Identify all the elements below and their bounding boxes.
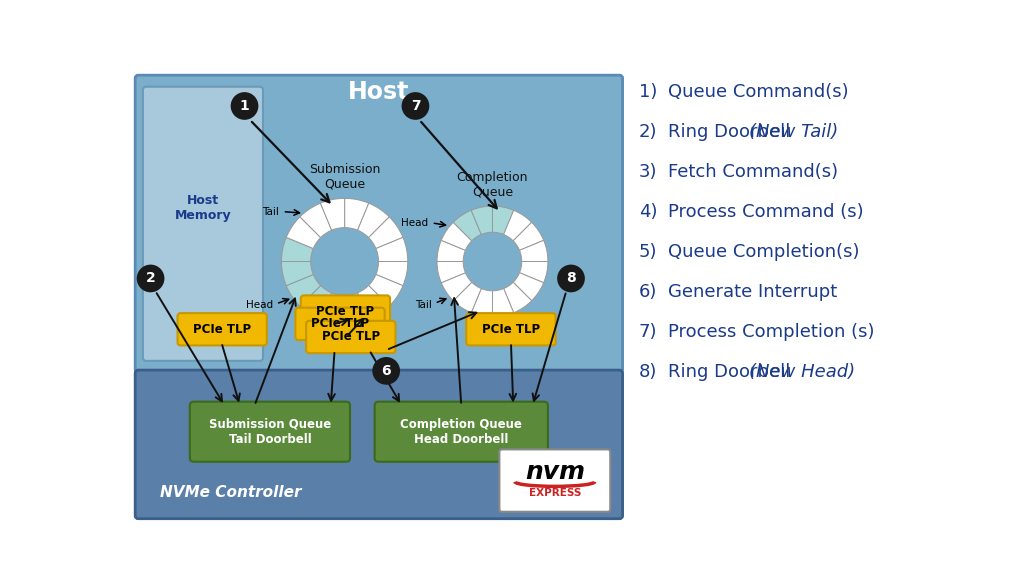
Circle shape bbox=[401, 92, 429, 120]
Wedge shape bbox=[300, 286, 332, 320]
FancyBboxPatch shape bbox=[301, 295, 390, 328]
FancyBboxPatch shape bbox=[135, 75, 623, 372]
Wedge shape bbox=[441, 273, 472, 300]
Text: PCIe TLP: PCIe TLP bbox=[322, 330, 380, 343]
Wedge shape bbox=[437, 262, 466, 283]
Wedge shape bbox=[504, 211, 531, 241]
Text: 1: 1 bbox=[240, 99, 250, 113]
Wedge shape bbox=[493, 206, 514, 235]
Text: Process Command (s): Process Command (s) bbox=[668, 203, 863, 221]
Wedge shape bbox=[345, 293, 369, 325]
Text: EXPRESS: EXPRESS bbox=[528, 488, 581, 498]
FancyBboxPatch shape bbox=[466, 313, 556, 346]
Text: Tail: Tail bbox=[415, 300, 431, 310]
Wedge shape bbox=[345, 198, 369, 230]
Text: Submission
Queue: Submission Queue bbox=[309, 163, 380, 191]
Text: Host
Memory: Host Memory bbox=[175, 195, 231, 222]
Circle shape bbox=[137, 265, 165, 292]
Text: Ring Doorbell: Ring Doorbell bbox=[668, 363, 796, 382]
Circle shape bbox=[557, 265, 585, 292]
Text: Completion
Queue: Completion Queue bbox=[457, 171, 528, 199]
Text: NVMe Controller: NVMe Controller bbox=[160, 485, 301, 500]
Wedge shape bbox=[321, 293, 345, 325]
Wedge shape bbox=[287, 275, 321, 306]
Text: Host: Host bbox=[348, 80, 410, 104]
Text: 1): 1) bbox=[639, 83, 657, 101]
Text: PCIe TLP: PCIe TLP bbox=[482, 323, 540, 336]
Wedge shape bbox=[471, 206, 493, 235]
Wedge shape bbox=[513, 222, 544, 250]
Wedge shape bbox=[369, 275, 403, 306]
Wedge shape bbox=[519, 240, 548, 262]
Text: Ring Doorbell: Ring Doorbell bbox=[668, 123, 796, 141]
Text: 6: 6 bbox=[381, 364, 391, 378]
Text: 2: 2 bbox=[145, 272, 156, 285]
Text: Fetch Command(s): Fetch Command(s) bbox=[668, 163, 839, 181]
Wedge shape bbox=[441, 222, 472, 250]
Text: PCIe TLP: PCIe TLP bbox=[316, 305, 375, 318]
Text: 7): 7) bbox=[639, 323, 657, 342]
FancyBboxPatch shape bbox=[135, 370, 623, 519]
Text: 6): 6) bbox=[639, 283, 657, 301]
Text: Head: Head bbox=[401, 218, 428, 228]
Wedge shape bbox=[282, 262, 313, 286]
Text: 5): 5) bbox=[639, 243, 657, 261]
Wedge shape bbox=[357, 286, 389, 320]
Wedge shape bbox=[504, 282, 531, 313]
Text: Process Completion (s): Process Completion (s) bbox=[668, 323, 874, 342]
Wedge shape bbox=[454, 211, 481, 241]
Text: PCIe TLP: PCIe TLP bbox=[311, 318, 369, 330]
Wedge shape bbox=[493, 289, 514, 317]
Text: 4): 4) bbox=[639, 203, 657, 221]
Text: Completion Queue
Head Doorbell: Completion Queue Head Doorbell bbox=[400, 417, 522, 446]
Text: nvm: nvm bbox=[525, 460, 585, 484]
Wedge shape bbox=[287, 217, 321, 249]
Wedge shape bbox=[471, 289, 493, 317]
FancyBboxPatch shape bbox=[189, 402, 350, 462]
Wedge shape bbox=[321, 198, 345, 230]
Text: Queue Command(s): Queue Command(s) bbox=[668, 83, 849, 101]
Text: Generate Interrupt: Generate Interrupt bbox=[668, 283, 838, 301]
Wedge shape bbox=[376, 262, 408, 286]
FancyBboxPatch shape bbox=[500, 449, 610, 512]
FancyBboxPatch shape bbox=[375, 402, 548, 462]
FancyBboxPatch shape bbox=[143, 86, 263, 361]
Text: 8: 8 bbox=[566, 272, 575, 285]
Circle shape bbox=[230, 92, 258, 120]
Text: Head: Head bbox=[246, 300, 272, 310]
Wedge shape bbox=[437, 240, 466, 262]
Wedge shape bbox=[300, 203, 332, 238]
Wedge shape bbox=[357, 203, 389, 238]
Wedge shape bbox=[519, 262, 548, 283]
Text: 3): 3) bbox=[639, 163, 657, 181]
Text: 2): 2) bbox=[639, 123, 657, 141]
FancyBboxPatch shape bbox=[306, 321, 395, 353]
Wedge shape bbox=[376, 238, 408, 262]
FancyBboxPatch shape bbox=[295, 308, 385, 340]
Wedge shape bbox=[369, 217, 403, 249]
Text: Queue Completion(s): Queue Completion(s) bbox=[668, 243, 859, 261]
Text: PCIe TLP: PCIe TLP bbox=[194, 323, 251, 336]
Text: 7: 7 bbox=[411, 99, 420, 113]
Wedge shape bbox=[513, 273, 544, 300]
Text: Tail: Tail bbox=[262, 206, 280, 216]
Text: (New Head): (New Head) bbox=[749, 363, 855, 382]
Wedge shape bbox=[282, 238, 313, 262]
Circle shape bbox=[373, 357, 400, 385]
Wedge shape bbox=[454, 282, 481, 313]
Text: (New Tail): (New Tail) bbox=[749, 123, 838, 141]
Text: Submission Queue
Tail Doorbell: Submission Queue Tail Doorbell bbox=[209, 417, 331, 446]
Text: 8): 8) bbox=[639, 363, 657, 382]
FancyBboxPatch shape bbox=[177, 313, 267, 346]
